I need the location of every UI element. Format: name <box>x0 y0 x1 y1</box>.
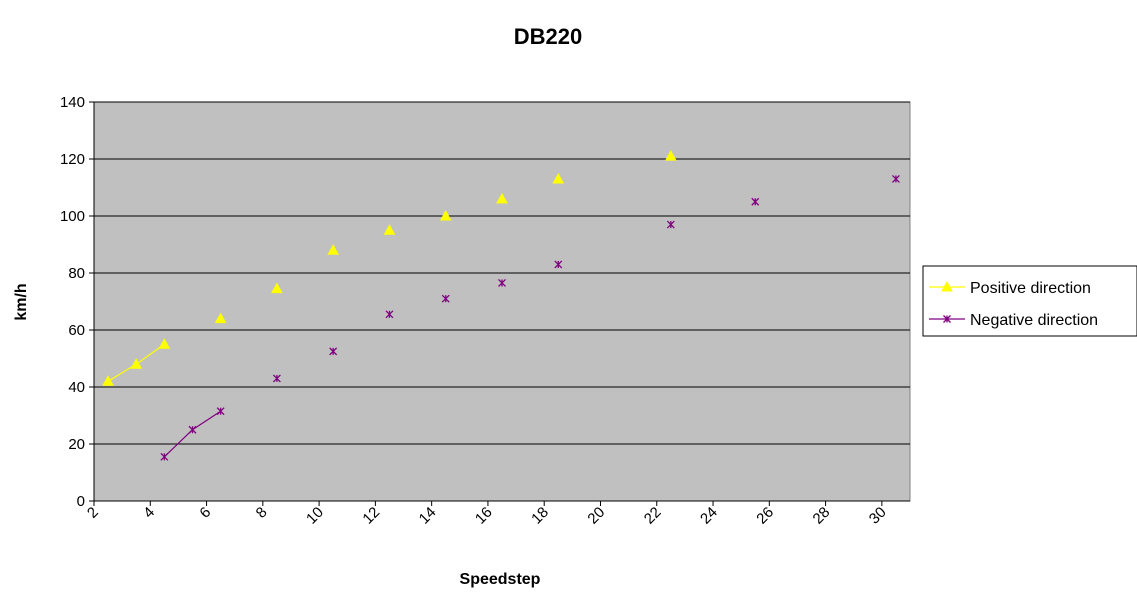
y-tick-label: 140 <box>60 94 85 111</box>
data-point <box>385 310 394 319</box>
data-point <box>272 374 281 383</box>
x-tick-labels: 2 4 6 8 10 12 14 16 18 20 22 24 26 28 30 <box>84 501 890 528</box>
x-tick-label: 12 <box>359 504 383 528</box>
legend-marker <box>941 280 953 292</box>
legend: Positive direction Negative direction <box>922 265 1137 337</box>
x-tick-label: 28 <box>810 504 834 528</box>
data-point <box>102 375 114 386</box>
data-point <box>554 260 563 269</box>
legend-label: Positive direction <box>970 280 1091 297</box>
data-point <box>383 224 396 235</box>
x-tick-label: 30 <box>866 504 890 528</box>
data-point <box>664 150 677 161</box>
y-tick-label: 40 <box>68 379 85 396</box>
x-tick-label: 6 <box>196 504 214 522</box>
series-1 <box>102 150 677 386</box>
series-layer <box>102 150 900 461</box>
data-point <box>327 244 340 255</box>
x-tick-label: 16 <box>472 504 496 528</box>
x-tick-label: 26 <box>753 504 777 528</box>
series-2 <box>160 174 900 461</box>
data-point <box>158 338 171 349</box>
y-tick-label: 0 <box>77 493 85 510</box>
y-tick-label: 60 <box>68 322 85 339</box>
data-point <box>441 294 450 303</box>
x-tick-label: 20 <box>584 504 608 528</box>
data-point <box>216 407 225 416</box>
y-tick-labels: 0 20 40 60 80 100 120 140 <box>60 94 94 510</box>
y-tick-label: 80 <box>68 265 85 282</box>
data-point <box>130 358 143 369</box>
x-axis-label: Speedstep <box>460 571 541 588</box>
x-tick-label: 4 <box>140 504 158 522</box>
x-tick-label: 8 <box>253 504 271 522</box>
data-point <box>188 425 197 434</box>
legend-entry: Positive direction <box>929 280 1091 297</box>
x-tick-label: 14 <box>416 504 440 528</box>
legend-label: Negative direction <box>970 312 1098 329</box>
data-point <box>214 312 227 324</box>
y-axis-label: km/h <box>13 283 30 320</box>
legend-entry: Negative direction <box>929 312 1098 329</box>
data-point <box>439 209 452 221</box>
data-point <box>891 174 900 183</box>
y-tick-label: 120 <box>60 151 85 168</box>
data-point <box>160 452 169 461</box>
y-tick-label: 100 <box>60 208 85 225</box>
legend-marker <box>943 315 951 323</box>
chart-title: DB220 <box>514 24 582 49</box>
data-point <box>666 220 675 229</box>
x-tick-label: 2 <box>84 504 102 522</box>
data-point <box>751 197 760 206</box>
x-tick-label: 18 <box>528 504 552 528</box>
data-point <box>552 172 565 184</box>
data-point <box>271 282 283 294</box>
data-point <box>329 347 338 356</box>
plot-area <box>93 101 911 502</box>
gridlines <box>94 101 910 445</box>
y-tick-label: 20 <box>68 436 85 453</box>
x-tick-label: 10 <box>303 504 327 528</box>
data-point <box>498 279 506 287</box>
legend-box <box>922 265 1137 337</box>
x-tick-label: 22 <box>641 504 665 528</box>
axes <box>93 102 910 502</box>
x-tick-label: 24 <box>697 504 721 528</box>
data-point <box>496 192 508 204</box>
